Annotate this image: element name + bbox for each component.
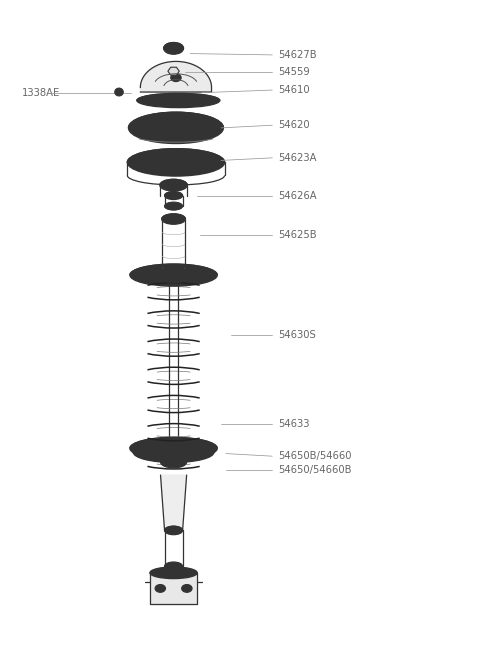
Ellipse shape (166, 120, 186, 133)
Text: 54650/54660B: 54650/54660B (278, 465, 351, 475)
Ellipse shape (152, 446, 195, 459)
Ellipse shape (181, 585, 192, 593)
Ellipse shape (165, 192, 182, 200)
Ellipse shape (150, 442, 197, 455)
Ellipse shape (129, 112, 223, 143)
Ellipse shape (155, 585, 166, 593)
Ellipse shape (150, 567, 197, 579)
Ellipse shape (162, 214, 185, 224)
Ellipse shape (160, 456, 187, 468)
Ellipse shape (165, 202, 182, 210)
Text: 54626A: 54626A (278, 191, 317, 200)
Text: 54623A: 54623A (278, 153, 316, 163)
Ellipse shape (171, 74, 181, 81)
Ellipse shape (150, 268, 197, 282)
Text: 54625B: 54625B (278, 231, 317, 240)
Text: 1338AE: 1338AE (22, 87, 60, 98)
Text: 54633: 54633 (278, 419, 310, 429)
Polygon shape (150, 573, 197, 604)
Ellipse shape (169, 279, 178, 284)
Polygon shape (140, 61, 212, 92)
Ellipse shape (165, 526, 182, 535)
Text: 54650B/54660: 54650B/54660 (278, 451, 351, 461)
Ellipse shape (147, 118, 204, 138)
Ellipse shape (137, 93, 220, 108)
Ellipse shape (130, 438, 217, 459)
Ellipse shape (149, 154, 203, 171)
Ellipse shape (165, 562, 182, 570)
Polygon shape (168, 67, 179, 75)
Text: 54627B: 54627B (278, 50, 317, 60)
Text: 54610: 54610 (278, 85, 310, 95)
Ellipse shape (162, 273, 185, 283)
Text: 54620: 54620 (278, 120, 310, 130)
Polygon shape (160, 475, 187, 530)
Text: 54630S: 54630S (278, 330, 316, 340)
Ellipse shape (158, 117, 194, 134)
Ellipse shape (130, 264, 217, 286)
Ellipse shape (115, 88, 123, 96)
Ellipse shape (168, 45, 179, 52)
Ellipse shape (164, 43, 183, 55)
Ellipse shape (133, 442, 214, 463)
Ellipse shape (127, 148, 225, 176)
Ellipse shape (160, 179, 187, 191)
Text: 54559: 54559 (278, 68, 310, 78)
